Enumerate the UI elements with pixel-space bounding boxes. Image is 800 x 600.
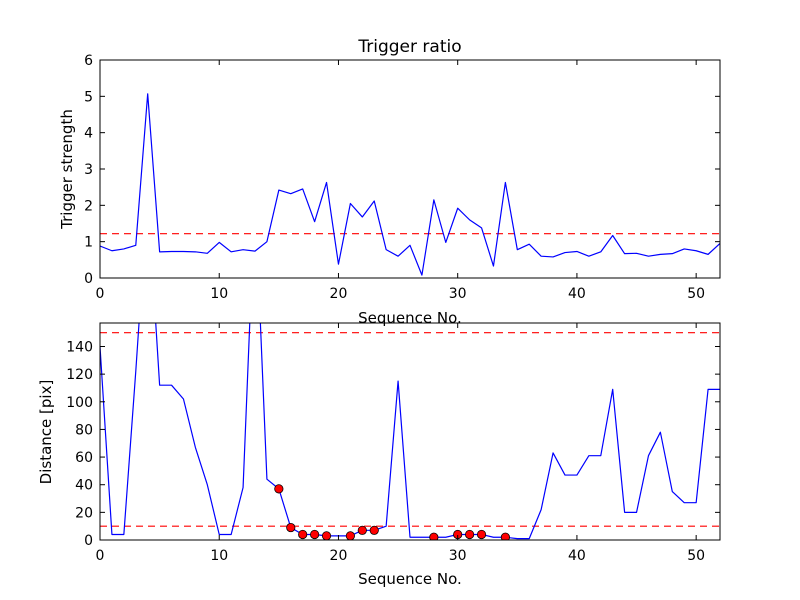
x-tick-label: 0 [96,286,105,302]
y-tick-label: 20 [75,505,93,521]
y-tick-label: 6 [84,53,93,69]
x-tick-label: 50 [687,286,705,302]
y-tick-label: 3 [84,162,93,178]
x-tick-label: 30 [449,286,467,302]
data-point [357,525,367,535]
chart-title: Trigger ratio [357,37,461,57]
data-point [369,525,379,535]
x-axis-label: Sequence No. [358,309,462,327]
x-tick-label: 40 [568,286,586,302]
data-point [298,529,308,540]
x-tick-label: 50 [687,548,705,564]
y-tick-label: 80 [75,422,93,438]
y-tick-label: 60 [75,450,93,466]
y-tick-label: 100 [66,395,93,411]
x-tick-label: 10 [210,548,228,564]
y-tick-label: 5 [84,89,93,105]
data-point [429,532,439,540]
y-axis-label: Trigger strength [58,109,76,230]
data-point [274,484,284,494]
y-tick-label: 0 [84,271,93,287]
y-tick-label: 0 [84,533,93,549]
data-point [465,529,475,540]
x-tick-label: 20 [330,548,348,564]
x-tick-label: 20 [330,286,348,302]
y-tick-label: 140 [66,339,93,355]
panel-trigger-ratio: Trigger ratio 0 10 20 30 40 50 0 1 2 3 4 5 6 Sequenc… [58,37,721,327]
data-point [286,522,296,533]
data-point [476,529,487,540]
x-tick-label: 30 [449,548,467,564]
y-tick-label: 2 [84,198,93,214]
data-point [500,532,510,540]
y-axis-label: Distance [pix] [37,380,55,485]
x-axis-label: Sequence No. [358,570,462,588]
panel-distance: 0 10 20 30 40 50 0 20 40 60 80 100 120 140 Sequence N… [37,322,721,588]
y-tick-label: 4 [84,126,93,142]
x-tick-label: 0 [96,548,105,564]
data-point [310,529,320,540]
series-line [100,93,720,276]
series-line [100,323,720,540]
y-tick-label: 40 [75,478,93,494]
x-tick-label: 10 [210,286,228,302]
y-tick-label: 1 [84,235,93,251]
data-point [321,531,332,540]
data-point [345,531,355,540]
y-tick-label: 120 [66,367,93,383]
plot-frame [99,322,721,541]
x-tick-label: 40 [568,548,586,564]
